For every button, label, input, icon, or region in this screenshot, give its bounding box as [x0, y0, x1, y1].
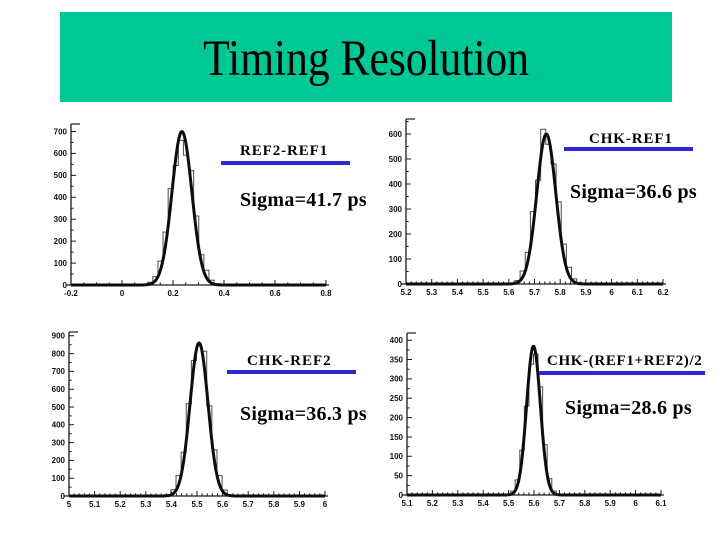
svg-text:100: 100	[389, 255, 403, 264]
svg-text:5.3: 5.3	[140, 500, 152, 509]
svg-text:5.6: 5.6	[528, 499, 540, 508]
svg-text:5.8: 5.8	[579, 499, 591, 508]
svg-text:0.2: 0.2	[167, 289, 179, 298]
svg-text:5.6: 5.6	[217, 500, 229, 509]
svg-text:400: 400	[52, 421, 66, 430]
svg-text:5.9: 5.9	[294, 500, 306, 509]
svg-text:300: 300	[390, 375, 404, 384]
svg-text:200: 200	[389, 230, 403, 239]
svg-text:5.9: 5.9	[580, 288, 592, 297]
svg-text:600: 600	[52, 385, 66, 394]
svg-text:600: 600	[389, 130, 403, 139]
svg-text:400: 400	[54, 193, 68, 202]
svg-text:5: 5	[67, 500, 72, 509]
svg-text:100: 100	[54, 259, 68, 268]
svg-text:6: 6	[609, 288, 614, 297]
svg-text:5.5: 5.5	[478, 288, 490, 297]
svg-text:800: 800	[52, 349, 66, 358]
svg-text:5.2: 5.2	[427, 499, 439, 508]
svg-text:5.7: 5.7	[529, 288, 541, 297]
svg-text:5.1: 5.1	[401, 499, 413, 508]
svg-text:5.4: 5.4	[166, 500, 178, 509]
svg-text:0: 0	[120, 289, 125, 298]
svg-text:5.3: 5.3	[426, 288, 438, 297]
svg-text:5.2: 5.2	[400, 288, 412, 297]
svg-text:5.2: 5.2	[115, 500, 127, 509]
svg-text:6.1: 6.1	[632, 288, 644, 297]
svg-text:5.5: 5.5	[503, 499, 515, 508]
svg-text:300: 300	[52, 438, 66, 447]
svg-text:50: 50	[394, 471, 403, 480]
svg-text:5.7: 5.7	[243, 500, 255, 509]
svg-text:-0.2: -0.2	[64, 289, 78, 298]
svg-text:900: 900	[52, 332, 66, 341]
svg-text:350: 350	[390, 355, 404, 364]
svg-text:300: 300	[54, 215, 68, 224]
svg-text:5.4: 5.4	[452, 288, 464, 297]
svg-text:600: 600	[54, 149, 68, 158]
svg-text:200: 200	[54, 237, 68, 246]
svg-text:5.7: 5.7	[554, 499, 566, 508]
svg-text:0.4: 0.4	[218, 289, 230, 298]
svg-text:6: 6	[633, 499, 638, 508]
svg-text:100: 100	[390, 452, 404, 461]
svg-text:5.1: 5.1	[89, 500, 101, 509]
svg-text:0: 0	[398, 280, 403, 289]
svg-text:200: 200	[52, 456, 66, 465]
svg-text:6: 6	[323, 500, 328, 509]
svg-text:700: 700	[52, 367, 66, 376]
svg-text:400: 400	[390, 336, 404, 345]
svg-text:500: 500	[389, 155, 403, 164]
svg-text:0: 0	[63, 281, 68, 290]
svg-text:6.2: 6.2	[657, 288, 669, 297]
svg-text:250: 250	[390, 394, 404, 403]
svg-text:300: 300	[389, 205, 403, 214]
svg-text:100: 100	[52, 474, 66, 483]
svg-text:6.1: 6.1	[655, 499, 667, 508]
svg-text:0.6: 0.6	[269, 289, 281, 298]
svg-text:0.8: 0.8	[320, 289, 332, 298]
svg-text:5.3: 5.3	[452, 499, 464, 508]
svg-text:0: 0	[399, 491, 404, 500]
svg-text:5.4: 5.4	[478, 499, 490, 508]
svg-text:200: 200	[390, 413, 404, 422]
svg-text:5.8: 5.8	[268, 500, 280, 509]
svg-text:5.5: 5.5	[191, 500, 203, 509]
svg-text:700: 700	[54, 127, 68, 136]
svg-text:500: 500	[52, 403, 66, 412]
svg-text:150: 150	[390, 433, 404, 442]
svg-text:400: 400	[389, 180, 403, 189]
svg-text:5.8: 5.8	[555, 288, 567, 297]
svg-text:5.9: 5.9	[605, 499, 617, 508]
svg-text:5.6: 5.6	[503, 288, 515, 297]
svg-text:500: 500	[54, 171, 68, 180]
svg-text:0: 0	[61, 492, 66, 501]
